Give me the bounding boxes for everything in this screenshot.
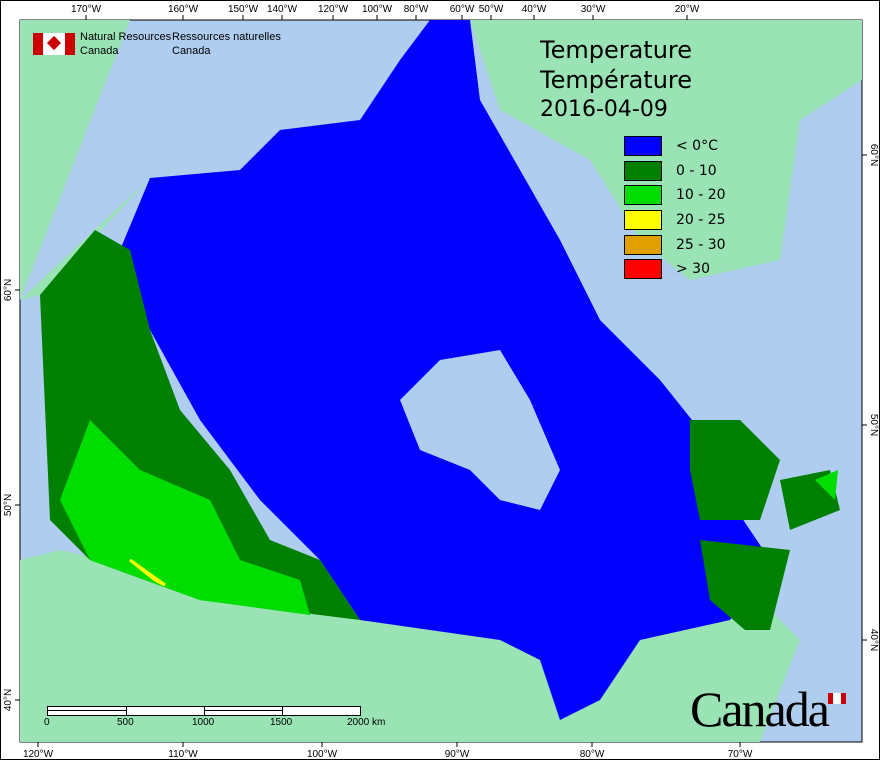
scale-label: 2000 km xyxy=(347,717,386,728)
axis-tick-label: 50°N xyxy=(3,494,14,516)
canada-wordmark: Canada xyxy=(690,681,830,737)
map-title: Temperature Température xyxy=(540,35,692,95)
axis-tick-label: 110°W xyxy=(168,749,198,760)
title-fr: Température xyxy=(540,66,693,94)
axis-ticks: 170°W 160°W 150°W 140°W 120°W 100°W 80°W 60°W 50… xyxy=(3,4,879,760)
legend-label: 25 - 30 xyxy=(676,236,726,253)
wordmark-flag-icon xyxy=(828,693,846,704)
axis-tick-label: 90°W xyxy=(445,749,470,760)
axis-tick-label: 140°W xyxy=(267,4,298,15)
axis-tick-label: 80°W xyxy=(580,749,605,760)
axis-tick-label: 30°W xyxy=(581,4,606,15)
axis-tick-label: 170°W xyxy=(71,4,102,15)
region-0-10-maritimes xyxy=(700,540,790,630)
axis-tick-label: 60°N xyxy=(3,279,14,301)
axis-tick-label: 100°W xyxy=(362,4,393,15)
axis-tick-label: 100°W xyxy=(307,749,338,760)
org-en-line2: Canada xyxy=(80,45,119,57)
axis-tick-label: 40°N xyxy=(868,629,879,651)
legend-item: > 30 xyxy=(624,257,726,282)
greenland xyxy=(470,20,862,280)
region-20-25 xyxy=(129,558,166,587)
flag-icon xyxy=(33,33,75,55)
scale-bar xyxy=(47,706,361,716)
scale-label: 0 xyxy=(44,717,50,728)
axis-tick-label: 160°W xyxy=(168,4,199,15)
axis-tick-label: 60°W xyxy=(450,4,475,15)
org-en-line1: Natural Resources xyxy=(80,31,172,43)
legend-swatch xyxy=(624,234,662,255)
legend-label: 20 - 25 xyxy=(676,212,726,229)
axis-tick-label: 80°W xyxy=(404,4,429,15)
legend-item: 10 - 20 xyxy=(624,183,726,208)
scale-label: 500 xyxy=(117,717,134,728)
region-10-20-west xyxy=(60,420,310,615)
legend-item: 25 - 30 xyxy=(624,232,726,257)
org-fr-line1: Ressources naturelles xyxy=(172,31,281,43)
title-en: Temperature xyxy=(540,36,693,64)
map-date: 2016-04-09 xyxy=(540,97,668,122)
org-name-en: Natural Resources Canada xyxy=(80,30,171,58)
legend-swatch xyxy=(624,136,662,157)
scale-label: 1500 xyxy=(270,717,293,728)
legend-label: < 0°C xyxy=(676,138,718,155)
legend: < 0°C 0 - 10 10 - 20 20 - 25 25 - 30 > 30 xyxy=(624,134,726,282)
scale-label: 1000 xyxy=(192,717,215,728)
region-10-20-newfoundland xyxy=(815,470,838,500)
legend-label: 10 - 20 xyxy=(676,187,726,204)
legend-swatch xyxy=(624,185,662,206)
org-fr-line2: Canada xyxy=(172,45,211,57)
org-name-fr: Ressources naturelles Canada xyxy=(172,30,281,58)
hudson-bay xyxy=(400,350,560,510)
axis-tick-label: 70°W xyxy=(728,749,753,760)
alaska-coast xyxy=(20,178,150,300)
axis-tick-label: 120°W xyxy=(23,749,54,760)
legend-swatch xyxy=(624,259,662,280)
legend-swatch xyxy=(624,210,662,231)
region-0-10-quebec xyxy=(690,420,780,520)
axis-tick-label: 120°W xyxy=(318,4,349,15)
axis-tick-label: 40°W xyxy=(522,4,547,15)
axis-tick-label: 150°W xyxy=(228,4,259,15)
alaska xyxy=(20,20,130,300)
legend-label: 0 - 10 xyxy=(676,162,717,179)
axis-tick-label: 40°N xyxy=(3,689,14,711)
axis-tick-label: 60°N xyxy=(868,144,879,166)
legend-item: < 0°C xyxy=(624,134,726,159)
legend-item: 0 - 10 xyxy=(624,159,726,184)
legend-swatch xyxy=(624,160,662,181)
axis-tick-label: 50°N xyxy=(868,414,879,436)
axis-tick-label: 20°W xyxy=(675,4,700,15)
legend-item: 20 - 25 xyxy=(624,208,726,233)
axis-tick-label: 50°W xyxy=(479,4,504,15)
legend-label: > 30 xyxy=(676,261,710,278)
